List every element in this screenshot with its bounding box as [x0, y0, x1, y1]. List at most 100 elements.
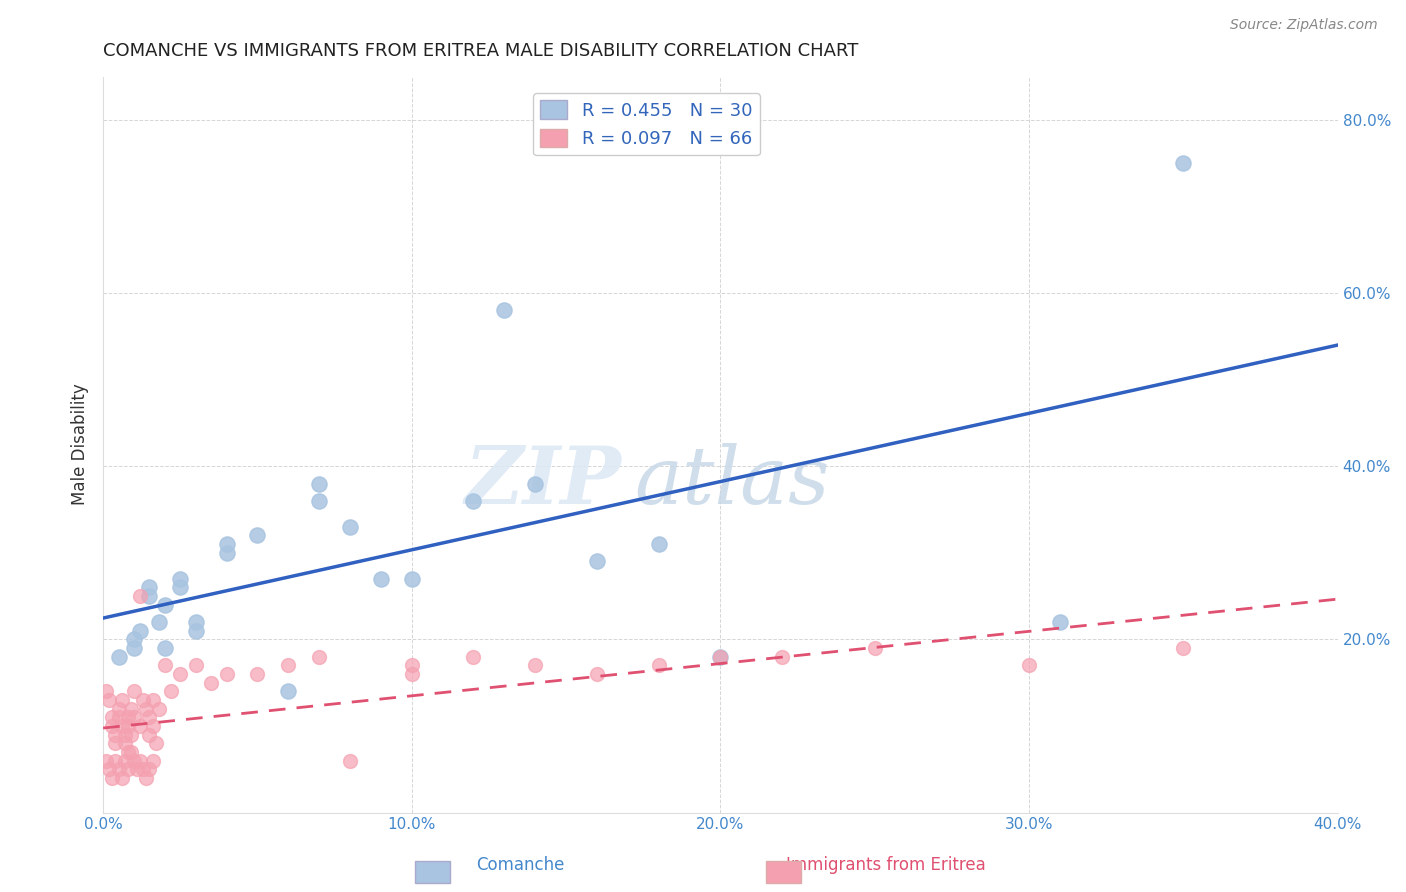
Point: [215, 546, 238, 560]
Point: [117, 719, 139, 733]
Point: [1173, 156, 1195, 170]
Point: [138, 762, 160, 776]
Point: [647, 658, 669, 673]
Point: [120, 701, 142, 715]
Text: Immigrants from Eritrea: Immigrants from Eritrea: [786, 856, 986, 874]
Point: [107, 649, 129, 664]
Text: atlas: atlas: [634, 442, 830, 520]
Point: [104, 736, 127, 750]
Text: ZIP: ZIP: [465, 442, 621, 520]
Point: [586, 667, 609, 681]
Point: [215, 667, 238, 681]
Point: [184, 624, 207, 638]
Point: [129, 589, 152, 603]
Point: [107, 701, 129, 715]
Point: [120, 728, 142, 742]
Point: [1049, 615, 1071, 629]
Point: [1173, 640, 1195, 655]
Point: [463, 493, 485, 508]
Text: Comanche: Comanche: [477, 856, 564, 874]
Point: [401, 667, 423, 681]
Point: [111, 771, 134, 785]
Point: [308, 493, 330, 508]
Point: [135, 701, 157, 715]
Point: [98, 762, 121, 776]
Point: [586, 554, 609, 568]
Point: [114, 736, 136, 750]
Point: [114, 728, 136, 742]
Point: [122, 632, 145, 647]
Point: [141, 693, 163, 707]
Point: [308, 476, 330, 491]
Point: [111, 719, 134, 733]
Point: [138, 710, 160, 724]
Point: [160, 684, 183, 698]
Point: [246, 528, 269, 542]
Point: [117, 710, 139, 724]
Point: [101, 771, 124, 785]
Point: [169, 581, 191, 595]
Point: [370, 572, 392, 586]
Point: [709, 649, 731, 664]
Point: [277, 658, 299, 673]
Y-axis label: Male Disability: Male Disability: [72, 384, 89, 506]
Point: [339, 520, 361, 534]
Point: [148, 701, 170, 715]
Point: [709, 649, 731, 664]
Point: [524, 658, 547, 673]
Point: [863, 640, 886, 655]
Point: [122, 710, 145, 724]
Point: [277, 684, 299, 698]
Point: [101, 719, 124, 733]
Point: [135, 771, 157, 785]
Point: [141, 719, 163, 733]
Point: [339, 754, 361, 768]
Point: [120, 745, 142, 759]
Text: Source: ZipAtlas.com: Source: ZipAtlas.com: [1230, 18, 1378, 32]
Point: [145, 736, 167, 750]
Point: [308, 649, 330, 664]
Point: [107, 762, 129, 776]
Point: [401, 572, 423, 586]
Point: [153, 640, 176, 655]
Point: [96, 754, 118, 768]
Point: [111, 693, 134, 707]
Point: [129, 719, 152, 733]
Point: [148, 615, 170, 629]
Point: [104, 754, 127, 768]
Point: [141, 754, 163, 768]
Point: [463, 649, 485, 664]
Point: [129, 624, 152, 638]
Point: [215, 537, 238, 551]
Point: [129, 754, 152, 768]
Point: [132, 762, 155, 776]
Point: [1018, 658, 1040, 673]
Point: [138, 728, 160, 742]
Point: [647, 537, 669, 551]
Point: [138, 581, 160, 595]
Point: [138, 589, 160, 603]
Point: [200, 675, 222, 690]
Point: [122, 754, 145, 768]
Point: [770, 649, 793, 664]
Point: [494, 303, 516, 318]
Point: [117, 762, 139, 776]
Point: [132, 693, 155, 707]
Point: [122, 684, 145, 698]
Point: [184, 658, 207, 673]
Point: [101, 710, 124, 724]
Point: [107, 710, 129, 724]
Point: [169, 667, 191, 681]
Point: [104, 728, 127, 742]
Point: [246, 667, 269, 681]
Point: [114, 754, 136, 768]
Point: [153, 658, 176, 673]
Text: COMANCHE VS IMMIGRANTS FROM ERITREA MALE DISABILITY CORRELATION CHART: COMANCHE VS IMMIGRANTS FROM ERITREA MALE…: [103, 42, 859, 60]
Point: [184, 615, 207, 629]
Point: [153, 598, 176, 612]
Point: [96, 684, 118, 698]
Point: [125, 762, 148, 776]
Point: [98, 693, 121, 707]
Point: [524, 476, 547, 491]
Legend: R = 0.455   N = 30, R = 0.097   N = 66: R = 0.455 N = 30, R = 0.097 N = 66: [533, 93, 759, 155]
